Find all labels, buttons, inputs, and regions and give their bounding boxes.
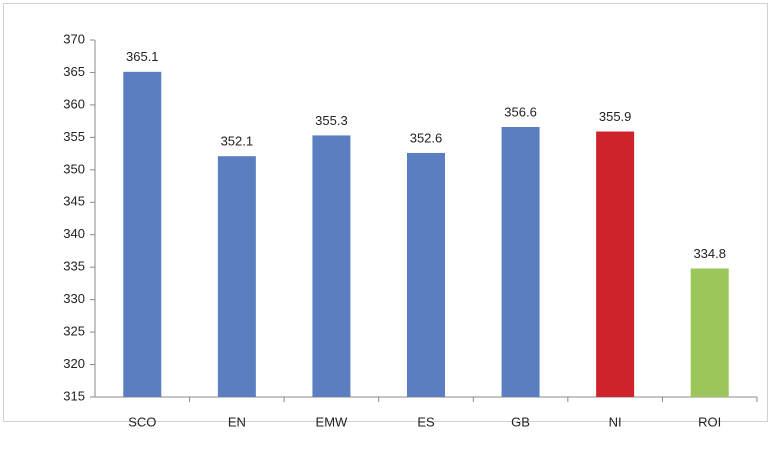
bar (217, 156, 256, 397)
bar (407, 152, 445, 397)
value-label: 365.1 (126, 49, 159, 64)
y-tick-label: 340 (63, 226, 85, 241)
value-label: 352.1 (221, 134, 254, 149)
y-tick-label: 325 (63, 324, 85, 339)
bar (690, 268, 729, 397)
bar (312, 135, 351, 397)
y-tick-label: 330 (63, 291, 85, 306)
x-tick-label: GB (511, 414, 530, 429)
y-tick-label: 365 (63, 64, 85, 79)
y-tick-label: 350 (63, 161, 85, 176)
y-tick-label: 335 (63, 259, 85, 274)
y-tick-label: 360 (63, 96, 85, 111)
bar (123, 71, 162, 398)
bar (501, 126, 540, 397)
y-tick-label: 355 (63, 129, 85, 144)
x-tick-label: NI (609, 414, 622, 429)
x-tick-label: SCO (128, 414, 156, 429)
x-tick-label: EN (228, 414, 246, 429)
y-tick-label: 315 (63, 388, 85, 403)
x-tick-label: ROI (698, 414, 721, 429)
y-tick-label: 345 (63, 194, 85, 209)
value-label: 355.9 (599, 109, 632, 124)
y-tick-label: 370 (63, 31, 85, 46)
x-tick-label: ES (417, 414, 435, 429)
value-label: 352.6 (410, 130, 443, 145)
chart-border (3, 3, 768, 422)
y-tick-label: 320 (63, 356, 85, 371)
value-label: 334.8 (693, 246, 726, 261)
value-label: 356.6 (504, 104, 537, 119)
x-tick-label: EMW (316, 414, 349, 429)
value-label: 355.3 (315, 113, 348, 128)
bar (596, 131, 635, 397)
